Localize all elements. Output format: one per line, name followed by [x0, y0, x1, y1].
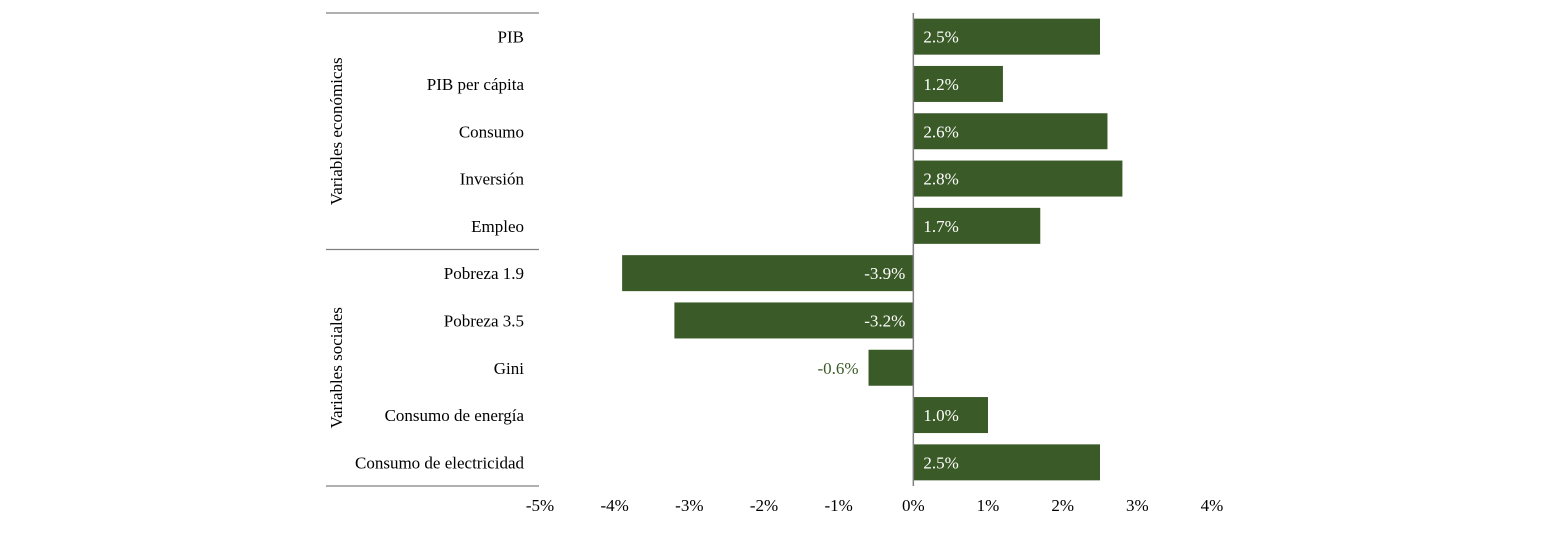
category-label: Consumo de electricidad — [355, 453, 525, 472]
category-label: Consumo — [459, 122, 524, 141]
x-tick-label: -2% — [750, 496, 778, 515]
x-tick-label: -1% — [825, 496, 853, 515]
bar — [622, 255, 914, 292]
category-label: Consumo de energía — [385, 406, 525, 425]
category-label: Empleo — [471, 217, 524, 236]
x-tick-label: -4% — [601, 496, 629, 515]
data-label: 2.5% — [923, 453, 958, 472]
x-tick-label: 0% — [902, 496, 925, 515]
data-label: 1.2% — [923, 75, 958, 94]
x-tick-label: -5% — [526, 496, 554, 515]
bar — [913, 160, 1123, 197]
x-tick-label: 3% — [1126, 496, 1149, 515]
bar — [913, 397, 988, 434]
x-tick-label: 2% — [1051, 496, 1074, 515]
bar — [868, 349, 914, 386]
data-label: -0.6% — [817, 359, 858, 378]
bar — [913, 444, 1100, 481]
category-label: Pobreza 1.9 — [444, 264, 524, 283]
data-label: 2.5% — [923, 28, 958, 47]
category-label: Inversión — [460, 170, 525, 189]
group-label: Variables sociales — [327, 307, 346, 428]
bar — [913, 113, 1108, 150]
data-label: -3.2% — [864, 311, 905, 330]
data-label: 1.7% — [923, 217, 958, 236]
category-label: Gini — [494, 359, 525, 378]
data-label: 2.8% — [923, 170, 958, 189]
bar — [913, 65, 1003, 102]
bar — [913, 18, 1100, 55]
category-label: PIB — [498, 28, 524, 47]
data-label: 1.0% — [923, 406, 958, 425]
bar — [913, 207, 1041, 244]
bar — [674, 302, 914, 339]
x-tick-label: 1% — [977, 496, 1000, 515]
data-label: 2.6% — [923, 122, 958, 141]
x-tick-label: 4% — [1201, 496, 1224, 515]
data-label: -3.9% — [864, 264, 905, 283]
group-label: Variables económicas — [327, 57, 346, 205]
category-label: PIB per cápita — [427, 75, 525, 94]
x-tick-label: -3% — [675, 496, 703, 515]
category-label: Pobreza 3.5 — [444, 311, 524, 330]
